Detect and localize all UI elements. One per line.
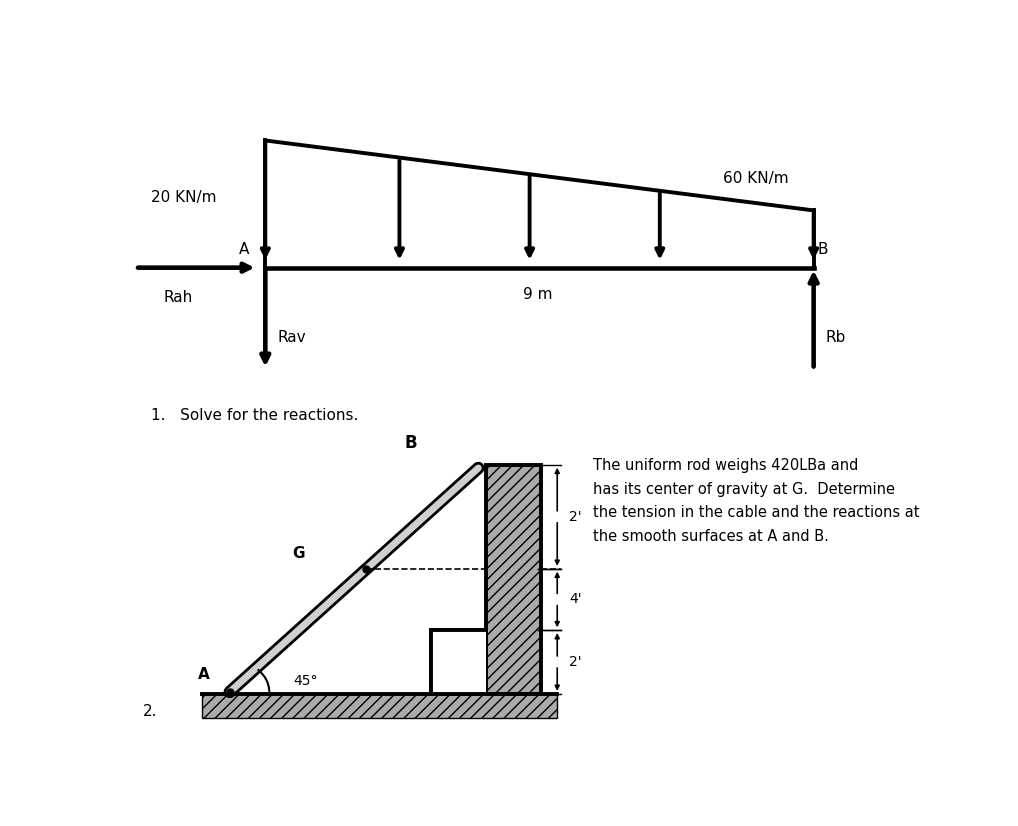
Text: G: G (292, 546, 304, 562)
Text: B: B (405, 434, 417, 452)
Text: 20 KN/m: 20 KN/m (151, 190, 217, 205)
Text: 2': 2' (569, 510, 581, 524)
Text: B: B (817, 242, 828, 257)
Text: 1.   Solve for the reactions.: 1. Solve for the reactions. (151, 407, 358, 423)
Text: Rb: Rb (826, 330, 846, 345)
Text: The uniform rod weighs 420LBa and
has its center of gravity at G.  Determine
the: The uniform rod weighs 420LBa and has it… (592, 458, 919, 544)
Text: A: A (239, 242, 249, 257)
Text: 2': 2' (569, 655, 581, 669)
Text: A: A (199, 667, 210, 682)
Bar (203, 694, 557, 718)
Text: 9 m: 9 m (523, 287, 552, 301)
Text: Rav: Rav (277, 330, 305, 345)
Bar (431, 630, 487, 694)
Text: Rah: Rah (164, 290, 193, 305)
Text: 2.: 2. (143, 705, 158, 719)
Text: 4': 4' (569, 592, 581, 606)
Text: 45°: 45° (293, 674, 318, 688)
Bar (487, 465, 542, 694)
Text: 60 KN/m: 60 KN/m (723, 171, 789, 186)
